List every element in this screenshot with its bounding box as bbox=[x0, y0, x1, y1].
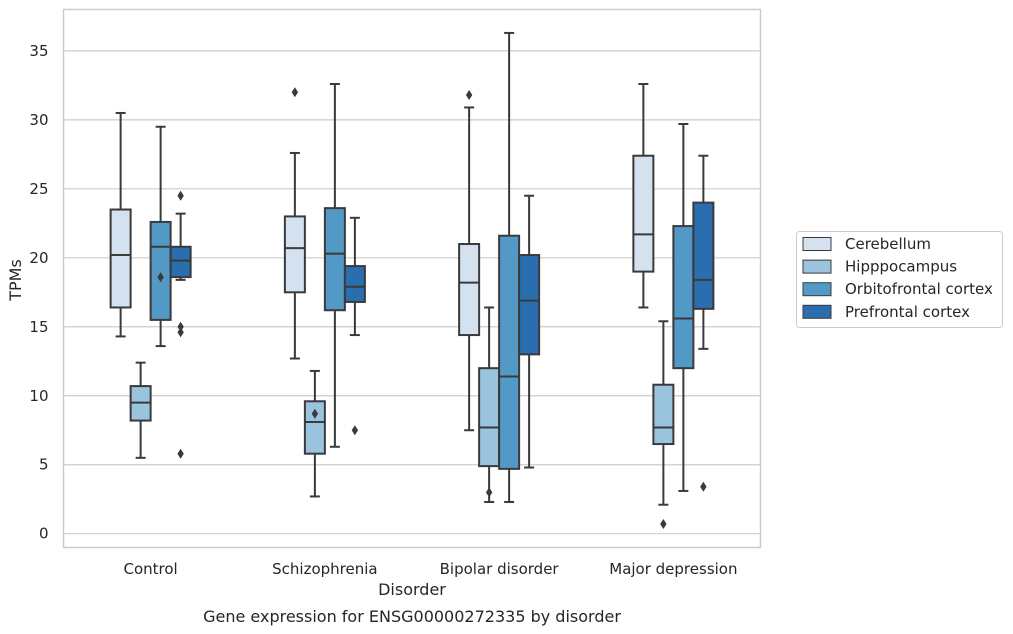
legend-entry-label: Orbitofrontal cortex bbox=[845, 280, 993, 298]
legend: Cerebellum Hipppocampus Orbitofrontal cort… bbox=[796, 231, 1003, 328]
y-tick-label: 30 bbox=[29, 111, 48, 129]
box-prefrontal-cortex bbox=[169, 190, 192, 459]
iqr-box bbox=[149, 220, 172, 321]
y-tick-label: 25 bbox=[29, 180, 48, 198]
y-tick-label: 15 bbox=[29, 318, 48, 336]
iqr-box bbox=[303, 400, 326, 455]
iqr-box bbox=[652, 383, 675, 446]
iqr-box bbox=[169, 245, 192, 279]
outlier-point bbox=[177, 448, 184, 459]
y-tick-label: 35 bbox=[29, 42, 48, 60]
legend-swatch bbox=[802, 282, 832, 297]
outlier-point bbox=[177, 327, 184, 338]
x-axis-ticks: Control Schizophrenia Bipolar disorder Majo… bbox=[124, 560, 738, 578]
box-orbitofrontal-cortex bbox=[672, 122, 695, 492]
box-cerebellum bbox=[458, 90, 481, 432]
x-tick-label: Control bbox=[124, 560, 178, 578]
box-cerebellum bbox=[632, 82, 655, 309]
iqr-box bbox=[498, 234, 521, 470]
outlier-point bbox=[465, 90, 473, 101]
iqr-box bbox=[518, 254, 541, 356]
box-cerebellum bbox=[283, 87, 306, 360]
outlier-point bbox=[700, 481, 707, 492]
box-orbitofrontal-cortex bbox=[323, 82, 346, 448]
x-tick-label: Bipolar disorder bbox=[440, 560, 560, 578]
iqr-box bbox=[323, 207, 346, 312]
outlier-point bbox=[351, 425, 359, 436]
box-hipppocampus bbox=[129, 361, 152, 459]
outlier-point bbox=[177, 321, 184, 332]
plot-area bbox=[109, 31, 715, 530]
outlier-point bbox=[177, 190, 184, 201]
iqr-box bbox=[692, 201, 715, 310]
box-orbitofrontal-cortex bbox=[149, 125, 172, 348]
legend-swatch bbox=[802, 304, 832, 319]
box-hipppocampus bbox=[652, 320, 675, 530]
box-hipppocampus bbox=[478, 306, 501, 503]
outlier-point bbox=[485, 487, 493, 498]
legend-entry-label: Cerebellum bbox=[845, 235, 931, 253]
y-tick-label: 10 bbox=[29, 387, 48, 405]
box-prefrontal-cortex bbox=[518, 194, 541, 469]
legend-entry-label: Hipppocampus bbox=[845, 258, 957, 276]
box-orbitofrontal-cortex bbox=[498, 31, 521, 503]
outlier-point bbox=[291, 87, 299, 98]
iqr-box bbox=[632, 154, 655, 273]
y-tick-label: 0 bbox=[39, 525, 49, 543]
y-tick-label: 5 bbox=[39, 456, 49, 474]
box-cerebellum bbox=[109, 111, 132, 338]
y-axis-label: TPMs bbox=[6, 259, 25, 302]
legend-frame bbox=[796, 231, 1003, 328]
iqr-box bbox=[478, 367, 501, 468]
box-prefrontal-cortex bbox=[343, 216, 366, 436]
iqr-box bbox=[283, 215, 306, 294]
iqr-box bbox=[109, 208, 132, 309]
figure-caption: Gene expression for ENSG00000272335 by d… bbox=[203, 607, 621, 626]
outlier-point bbox=[311, 408, 319, 419]
legend-swatch bbox=[802, 237, 832, 251]
x-tick-label: Schizophrenia bbox=[272, 560, 377, 578]
legend-entry-label: Prefrontal cortex bbox=[845, 303, 970, 321]
y-axis-ticks: 0 5 10 15 20 25 30 35 bbox=[29, 42, 48, 543]
outlier-point bbox=[157, 272, 164, 283]
iqr-box bbox=[343, 265, 366, 303]
plot-frame bbox=[62, 8, 762, 549]
box-prefrontal-cortex bbox=[692, 154, 715, 492]
x-tick-label: Major depression bbox=[609, 560, 737, 578]
iqr-box bbox=[458, 243, 481, 337]
outlier-point bbox=[660, 519, 667, 530]
y-tick-label: 20 bbox=[29, 249, 48, 267]
x-axis-label: Disorder bbox=[378, 580, 446, 599]
box-hipppocampus bbox=[303, 369, 326, 498]
legend-swatch bbox=[802, 259, 832, 274]
iqr-box bbox=[672, 225, 695, 370]
